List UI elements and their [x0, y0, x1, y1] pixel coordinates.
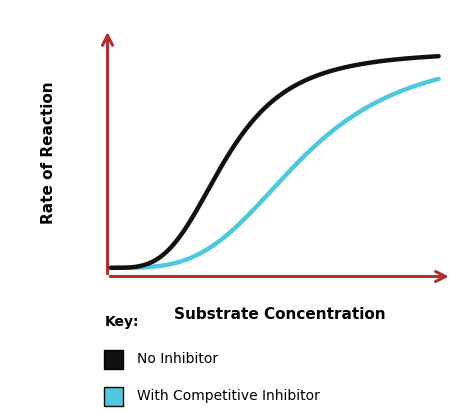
Text: With Competitive Inhibitor: With Competitive Inhibitor [137, 389, 320, 404]
Text: Substrate Concentration: Substrate Concentration [174, 306, 385, 322]
Text: No Inhibitor: No Inhibitor [137, 352, 218, 366]
Text: Key:: Key: [104, 315, 139, 329]
Text: Rate of Reaction: Rate of Reaction [41, 81, 55, 224]
